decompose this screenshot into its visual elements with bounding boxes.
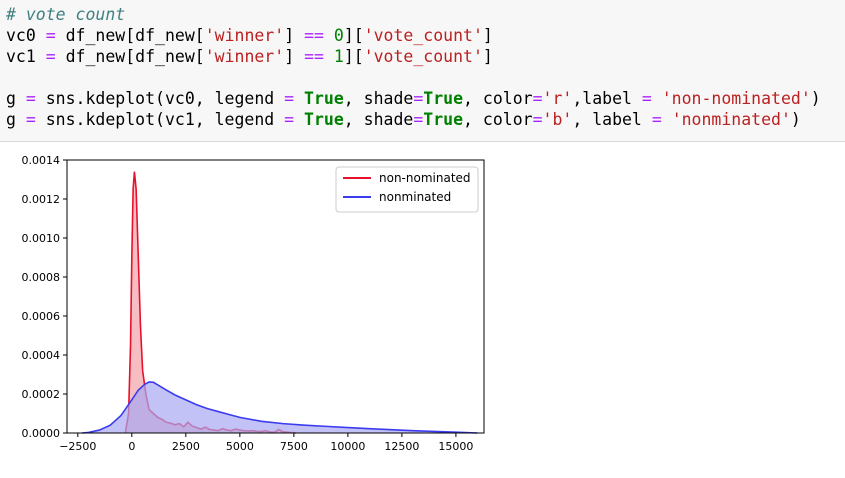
code-token: # vote count [6,5,126,24]
code-token: True [423,110,464,129]
x-tick-label: −2500 [59,440,96,453]
code-token: 1 [333,47,344,66]
code-token: = [413,89,424,108]
kde-chart: −2500 0 2500 5000 7500 10000 12500 15000 0.0000… [22,154,485,453]
code-token: , shade [343,89,414,108]
code-token: ) [790,110,801,129]
x-tick-label: 5000 [226,440,254,453]
code-token: = [641,89,652,108]
code-token: = [284,110,295,129]
code-token: == [304,26,324,45]
plot-frame [66,159,485,434]
y-axis: 0.0000 0.0002 0.0004 0.0006 0.0008 0.0010 0.00… [22,154,67,440]
code-token: , shade [343,110,414,129]
code-token [662,110,672,129]
code-token: 0 [333,26,344,45]
code-token: = [284,89,295,108]
x-tick-label: 12500 [384,440,419,453]
x-tick-label: 15000 [438,440,473,453]
legend-label: non-nominated [379,171,471,185]
code-token: True [304,110,344,129]
code-token: 'non-nominated' [661,89,811,108]
code-token: sns.kdeplot(vc1, legend [35,110,285,129]
x-tick-label: 2500 [172,440,200,453]
y-tick-label: 0.0008 [22,271,61,284]
code-token: = [651,110,662,129]
legend-label: nonminated [379,190,451,204]
code-token [652,89,662,108]
y-tick-label: 0.0006 [22,310,61,323]
code-token: = [25,110,36,129]
x-axis: −2500 0 2500 5000 7500 10000 12500 15000 [59,433,473,453]
code-token: ) [810,89,821,108]
code-token: == [304,47,324,66]
code-token: ,label [572,89,642,108]
code-token: = [45,26,56,45]
series-area-1 [82,381,478,433]
code-token: 'winner' [204,47,285,66]
code-token: vc0 [6,26,46,45]
code-token: 'r' [542,89,573,108]
x-tick-label: 7500 [280,440,308,453]
output-area: −2500 0 2500 5000 7500 10000 12500 15000 0.0000… [0,143,845,478]
code-token: 'b' [542,110,573,129]
y-tick-label: 0.0010 [22,232,61,245]
code-token [294,89,304,108]
y-tick-label: 0.0012 [22,193,61,206]
legend: non-nominated nonminated [335,166,479,213]
code-token: 'vote_count' [363,26,483,45]
code-token: , label [572,110,652,129]
code-token: , color [463,89,533,108]
code-token: True [423,89,464,108]
y-tick-label: 0.0002 [22,388,61,401]
code-token: = [532,110,543,129]
code-token: sns.kdeplot(vc0, legend [35,89,285,108]
code-token: = [413,110,424,129]
code-line: vc0 = df_new[df_new['winner'] == 0]['vot… [6,25,821,46]
code-token [294,110,304,129]
code-token: ] [482,26,493,45]
code-token: 'nonminated' [671,110,791,129]
x-tick-label: 0 [128,440,135,453]
series-layer [82,171,478,434]
x-tick-label: 10000 [330,440,365,453]
code-cell[interactable]: # vote count vc0 = df_new[df_new['winner'… [0,0,845,142]
y-tick-label: 0.0004 [22,349,61,362]
code-token: = [45,47,56,66]
code-token: = [532,89,543,108]
code-token: ][ [343,26,364,45]
code-token: 'winner' [204,26,285,45]
code-line [6,67,821,88]
code-token: ] [482,47,493,66]
code-token: ] [284,26,305,45]
code-token [324,47,334,66]
code-line: vc1 = df_new[df_new['winner'] == 1]['vot… [6,46,821,67]
y-tick-label: 0.0000 [22,427,61,440]
code-token: df_new[df_new[ [55,26,205,45]
y-tick-label: 0.0014 [22,154,61,167]
code-token [324,26,334,45]
code-token: g [6,89,26,108]
series-line-1 [82,381,478,434]
code-token: vc1 [6,47,46,66]
code-token: ][ [343,47,364,66]
code-token: g [6,110,26,129]
legend-box [335,166,479,213]
code-token: True [304,89,344,108]
code-token: df_new[df_new[ [55,47,205,66]
code-editor[interactable]: # vote count vc0 = df_new[df_new['winner'… [6,4,821,130]
code-line: # vote count [6,4,821,25]
code-token: = [25,89,36,108]
code-token: 'vote_count' [363,47,483,66]
code-line: g = sns.kdeplot(vc0, legend = True, shad… [6,88,821,109]
code-token: , color [463,110,533,129]
code-token: ] [284,47,305,66]
code-line: g = sns.kdeplot(vc1, legend = True, shad… [6,109,821,130]
